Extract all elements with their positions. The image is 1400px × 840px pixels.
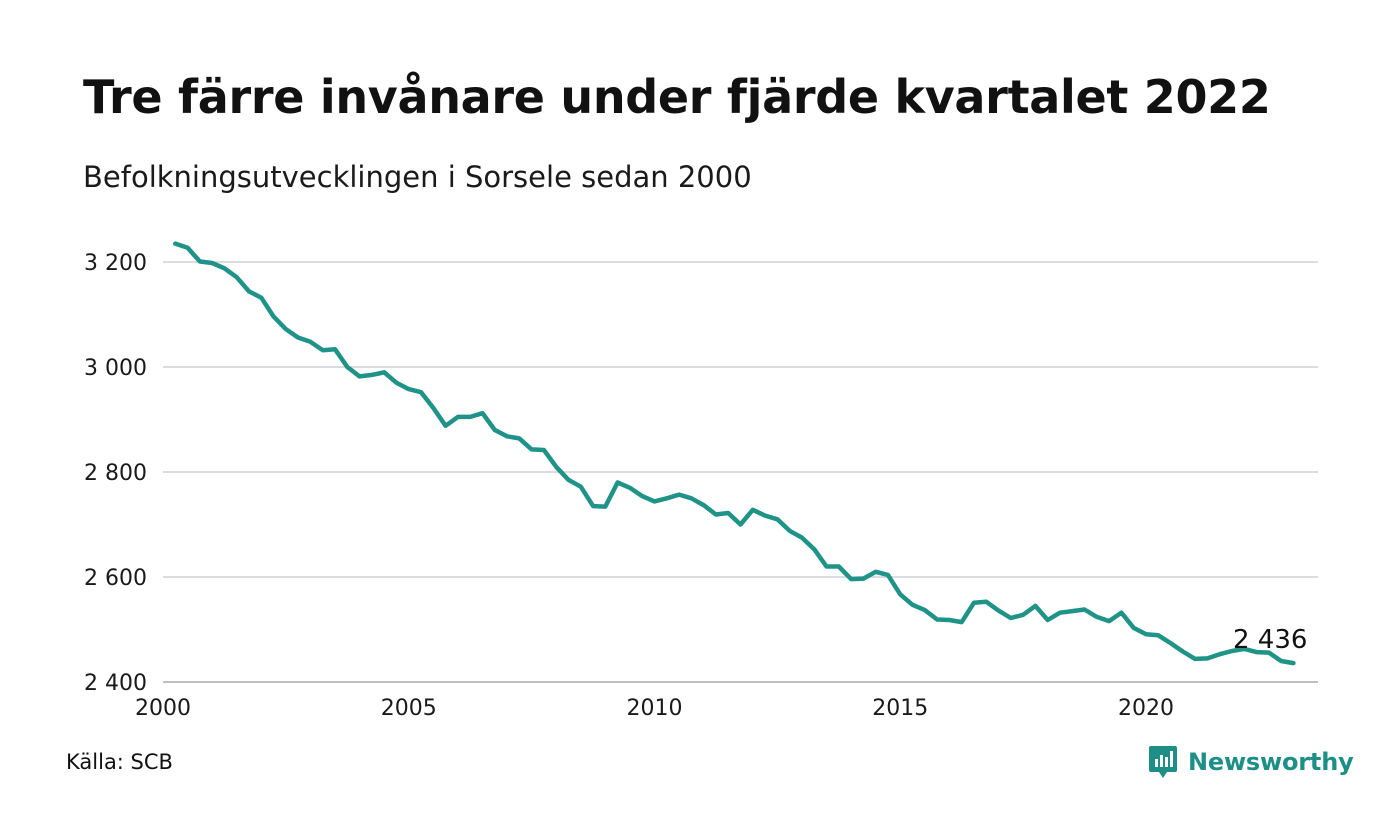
brand-name: Newsworthy xyxy=(1188,748,1354,776)
chart-title: Tre färre invånare under fjärde kvartale… xyxy=(83,70,1271,124)
series xyxy=(173,241,1296,666)
series-line xyxy=(173,241,1296,666)
y-tick-label: 2 800 xyxy=(84,461,147,486)
x-tick-label: 2010 xyxy=(626,696,682,721)
data-labels: 2 436 xyxy=(1233,625,1307,655)
x-tick-label: 2020 xyxy=(1118,696,1174,721)
y-tick-label: 3 000 xyxy=(84,356,147,381)
x-axis: 2000 2005 2010 2015 2020 xyxy=(135,696,1174,721)
newsworthy-logo-icon xyxy=(1149,746,1177,778)
brand-logo[interactable]: Newsworthy xyxy=(1148,742,1354,782)
source-note: Källa: SCB xyxy=(66,750,173,774)
chart-subtitle: Befolkningsutvecklingen i Sorsele sedan … xyxy=(83,160,752,194)
x-tick-label: 2015 xyxy=(872,696,928,721)
end-value-label: 2 436 xyxy=(1233,625,1307,655)
y-tick-label: 2 600 xyxy=(84,566,147,591)
y-tick-label: 3 200 xyxy=(84,251,147,276)
y-axis: 2 400 2 600 2 800 3 000 3 200 xyxy=(84,251,147,696)
x-tick-label: 2000 xyxy=(135,696,191,721)
gridlines xyxy=(163,261,1318,683)
y-tick-label: 2 400 xyxy=(84,671,147,696)
x-tick-label: 2005 xyxy=(381,696,437,721)
